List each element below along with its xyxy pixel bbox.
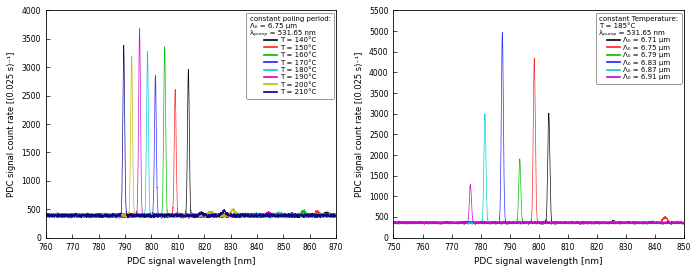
Legend: Λ₀ = 6.71 μm, Λ₀ = 6.75 μm, Λ₀ = 6.79 μm, Λ₀ = 6.83 μm, Λ₀ = 6.87 μm, Λ₀ = 6.91 : Λ₀ = 6.71 μm, Λ₀ = 6.75 μm, Λ₀ = 6.79 μm… — [595, 13, 682, 84]
Y-axis label: PDC signal count rate [(0.025 s)⁻¹]: PDC signal count rate [(0.025 s)⁻¹] — [355, 51, 364, 197]
X-axis label: PDC signal wavelength [nm]: PDC signal wavelength [nm] — [127, 257, 255, 266]
X-axis label: PDC signal wavelength [nm]: PDC signal wavelength [nm] — [475, 257, 603, 266]
Y-axis label: PDC signal count rate [(0.025 s)⁻¹]: PDC signal count rate [(0.025 s)⁻¹] — [7, 51, 16, 197]
Legend: T = 140°C, T = 150°C, T = 160°C, T = 170°C, T = 180°C, T = 190°C, T = 200°C, T =: T = 140°C, T = 150°C, T = 160°C, T = 170… — [246, 13, 334, 99]
